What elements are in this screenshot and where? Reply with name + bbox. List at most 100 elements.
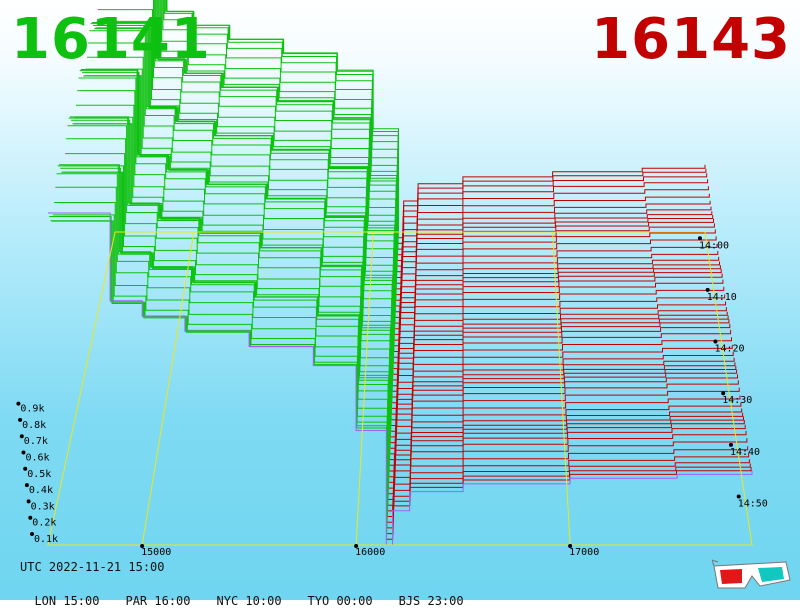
time-tick-label: 14:40 — [730, 447, 760, 458]
tz-nyc: NYC 10:00 — [216, 594, 282, 608]
bid-depth-line — [54, 202, 388, 517]
tz-lon: LON 15:00 — [34, 594, 100, 608]
utc-timestamp: UTC 2022-11-21 15:00 — [20, 560, 165, 574]
best-ask-price: 16143 — [591, 7, 791, 72]
ask-depth-line — [389, 412, 744, 483]
time-tick-mark — [713, 339, 718, 344]
depth-tick-label: 0.3k — [31, 501, 55, 512]
time-tick-label: 14:30 — [722, 395, 752, 406]
ask-depth-line — [387, 463, 751, 535]
bid-depth-line — [50, 220, 388, 534]
depth-tick-label: 0.6k — [26, 453, 50, 464]
price-tick-label: 15000 — [141, 547, 171, 558]
bid-depth-line — [76, 104, 392, 415]
depth-tick-label: 0.9k — [20, 404, 44, 415]
ask-depth-line — [394, 273, 723, 347]
axis-frame — [47, 231, 753, 546]
ask-depth-line — [398, 164, 706, 233]
bid-depth-line — [65, 153, 390, 466]
ask-depth-line — [389, 402, 742, 472]
tz-par: PAR 16:00 — [125, 594, 191, 608]
depth-tick-mark — [24, 483, 29, 488]
ask-depth-line — [386, 470, 753, 546]
ask-depth-line — [398, 173, 708, 244]
depth-tick-label: 0.2k — [32, 518, 56, 529]
depth-tick-mark — [30, 532, 34, 536]
time-tick-mark — [736, 494, 741, 499]
ask-depth-line — [393, 311, 728, 381]
ask-depth-line — [395, 256, 720, 324]
time-tick-mark — [697, 236, 702, 241]
ask-depth-line — [392, 315, 729, 387]
ask-depth-line — [390, 387, 740, 461]
ask-depth-line — [390, 374, 738, 449]
ask-depth-line — [398, 186, 709, 256]
ask-depth-line — [394, 279, 724, 352]
ask-depth-line — [397, 200, 711, 267]
tz-bjs: BJS 23:00 — [398, 594, 464, 608]
ask-depth-line — [395, 244, 718, 313]
price-axis-ticks: 15000 16000 17000 — [140, 231, 599, 558]
depth-tick-label: 0.8k — [22, 420, 46, 431]
ask-depth-line — [395, 251, 719, 318]
ask-depth-line — [396, 229, 716, 301]
ask-depth-line — [392, 323, 731, 398]
ask-depth-line — [388, 420, 745, 495]
3d-glasses-icon[interactable] — [712, 558, 792, 592]
depth-axis-ticks: 0.1k 0.2k 0.3k 0.4k 0.5k 0.6k 0.7k 0.8k 0.9k — [16, 401, 58, 545]
ask-depth-line — [397, 211, 713, 278]
chart-axes — [47, 231, 753, 546]
ask-depth-line — [396, 215, 714, 284]
depth-tick-mark — [19, 434, 24, 439]
depth-tick-label: 0.1k — [34, 534, 58, 545]
price-tick-label: 16000 — [355, 547, 385, 558]
bid-depth-line — [59, 164, 389, 494]
timezone-clocks: LON 15:00 PAR 16:00 NYC 10:00 TYO 00:00 BJS … — [20, 580, 490, 608]
ask-depth-line — [394, 268, 722, 341]
ask-depth-line — [390, 365, 737, 438]
bid-depth-line — [51, 220, 388, 528]
ask-depth-line — [395, 261, 720, 330]
price-tick-label: 17000 — [569, 547, 599, 558]
depth-tick-mark — [21, 450, 26, 455]
ask-depth-line — [391, 362, 736, 432]
ask-depth-line — [392, 337, 732, 409]
time-tick-label: 14:00 — [699, 240, 729, 251]
ask-depth-line — [396, 236, 717, 307]
ask-depth-line — [388, 416, 744, 489]
bid-depth-line — [87, 56, 394, 363]
price-tick-mark — [140, 544, 145, 548]
bid-depth-line — [67, 125, 391, 454]
depth-tick-label: 0.5k — [27, 469, 51, 480]
time-tick-label: 14:50 — [738, 498, 768, 509]
time-tick-label: 14:10 — [707, 292, 737, 303]
bid-depth-lines — [48, 0, 399, 545]
ask-depth-line — [391, 344, 733, 415]
ask-depth-line — [397, 193, 710, 261]
ask-depth-line — [388, 430, 747, 506]
depth-tick-mark — [18, 417, 23, 422]
bid-depth-line — [56, 173, 389, 506]
bid-depth-line — [154, 0, 397, 301]
ask-depth-lines — [386, 164, 753, 546]
depth-tick-mark — [23, 466, 28, 471]
depth-tick-label: 0.4k — [29, 485, 53, 496]
ask-depth-line — [397, 206, 712, 273]
ask-depth-line — [388, 438, 748, 512]
bid-depth-line — [48, 212, 387, 545]
ask-depth-line — [387, 453, 750, 523]
depth-tick-label: 0.7k — [24, 436, 48, 447]
time-axis-ticks: 14:00 14:10 14:20 14:30 14:40 14:50 — [697, 236, 768, 509]
time-tick-mark — [705, 287, 710, 292]
ask-depth-line — [392, 329, 732, 404]
depth-tick-mark — [28, 515, 33, 520]
ask-depth-line — [396, 223, 715, 296]
ask-depth-line — [387, 467, 752, 540]
ask-depth-line — [391, 357, 735, 426]
price-gridline — [141, 231, 195, 546]
ask-depth-line — [396, 218, 714, 290]
ask-depth-line — [389, 408, 743, 478]
bid-depth-line — [63, 165, 390, 471]
ask-depth-line — [390, 380, 739, 455]
time-tick-label: 14:20 — [714, 344, 744, 355]
